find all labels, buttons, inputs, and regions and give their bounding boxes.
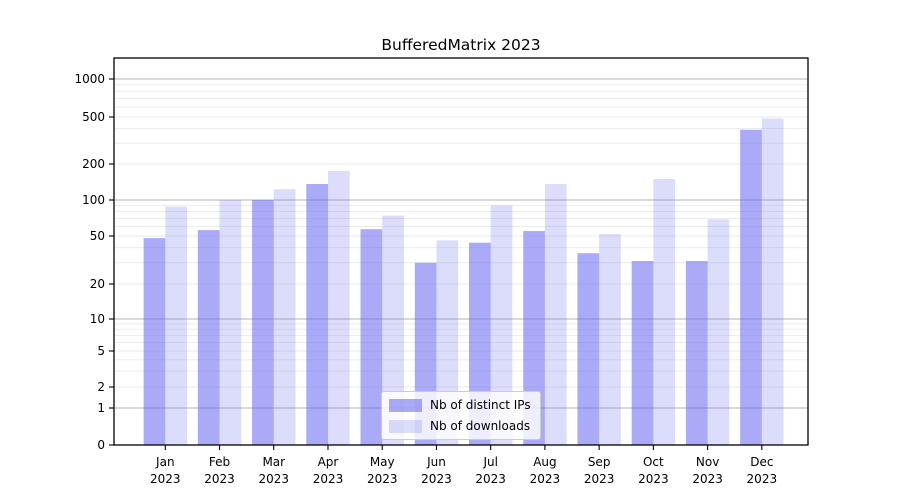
bar-distinct-ips-apr bbox=[306, 184, 328, 446]
y-tick-label: 500 bbox=[82, 110, 105, 124]
legend-label-downloads: Nb of downloads bbox=[430, 419, 531, 433]
bar-downloads-apr bbox=[327, 170, 350, 445]
x-tick-label: Nov 2023 bbox=[692, 455, 723, 486]
bar-distinct-ips-jan bbox=[143, 238, 166, 445]
y-tick-label: 0 bbox=[97, 438, 105, 452]
x-tick-label: Oct 2023 bbox=[638, 455, 669, 486]
x-tick-label: May 2023 bbox=[367, 455, 398, 486]
x-tick-label: Jul 2023 bbox=[475, 455, 506, 486]
y-tick-label: 1 bbox=[97, 401, 105, 415]
y-tick-label: 10 bbox=[90, 312, 105, 326]
x-tick-label: Mar 2023 bbox=[258, 455, 289, 486]
bar-distinct-ips-sep bbox=[577, 253, 600, 445]
bar-downloads-nov bbox=[707, 219, 730, 445]
legend-label-distinct-ips: Nb of distinct IPs bbox=[430, 398, 531, 412]
bar-downloads-dec bbox=[761, 118, 784, 445]
y-tick-label: 2 bbox=[97, 380, 105, 394]
bar-distinct-ips-mar bbox=[252, 200, 274, 445]
legend-row-distinct-ips: Nb of distinct IPs bbox=[389, 397, 531, 413]
bar-distinct-ips-nov bbox=[685, 261, 708, 445]
bar-downloads-mar bbox=[273, 189, 296, 445]
x-tick-label: Feb 2023 bbox=[204, 455, 235, 486]
legend-box: Nb of distinct IPs Nb of downloads bbox=[381, 391, 541, 440]
bar-distinct-ips-may bbox=[360, 229, 383, 445]
bar-downloads-feb bbox=[219, 200, 242, 445]
y-tick-label: 20 bbox=[90, 277, 105, 291]
x-tick-label: Apr 2023 bbox=[313, 455, 344, 486]
axes-spines bbox=[113, 57, 809, 446]
bar-downloads-jan bbox=[165, 206, 187, 445]
bar-distinct-ips-dec bbox=[740, 129, 762, 446]
bar-distinct-ips-feb bbox=[197, 230, 220, 445]
legend-swatch-downloads-icon bbox=[389, 419, 422, 433]
chart-title: BufferedMatrix 2023 bbox=[381, 36, 541, 54]
y-tick-label: 100 bbox=[82, 193, 105, 207]
bar-downloads-oct bbox=[653, 178, 676, 445]
y-tick-label: 1000 bbox=[74, 72, 105, 86]
x-tick-label: Jan 2023 bbox=[150, 455, 181, 486]
legend-row-downloads: Nb of downloads bbox=[389, 418, 531, 434]
x-tick-label: Aug 2023 bbox=[530, 455, 561, 486]
x-tick-label: Dec 2023 bbox=[747, 455, 778, 486]
y-tick-label: 50 bbox=[90, 229, 105, 243]
x-tick-label: Sep 2023 bbox=[584, 455, 615, 486]
bar-downloads-sep bbox=[599, 233, 621, 445]
legend-swatch-distinct-ips-icon bbox=[389, 398, 422, 412]
bar-distinct-ips-oct bbox=[631, 261, 654, 445]
bar-downloads-aug bbox=[544, 184, 567, 446]
y-tick-label: 200 bbox=[82, 157, 105, 171]
bar-downloads-jul bbox=[490, 205, 513, 445]
bar-downloads-may bbox=[382, 215, 404, 445]
y-tick-label: 5 bbox=[97, 344, 105, 358]
x-tick-label: Jun 2023 bbox=[421, 455, 452, 486]
